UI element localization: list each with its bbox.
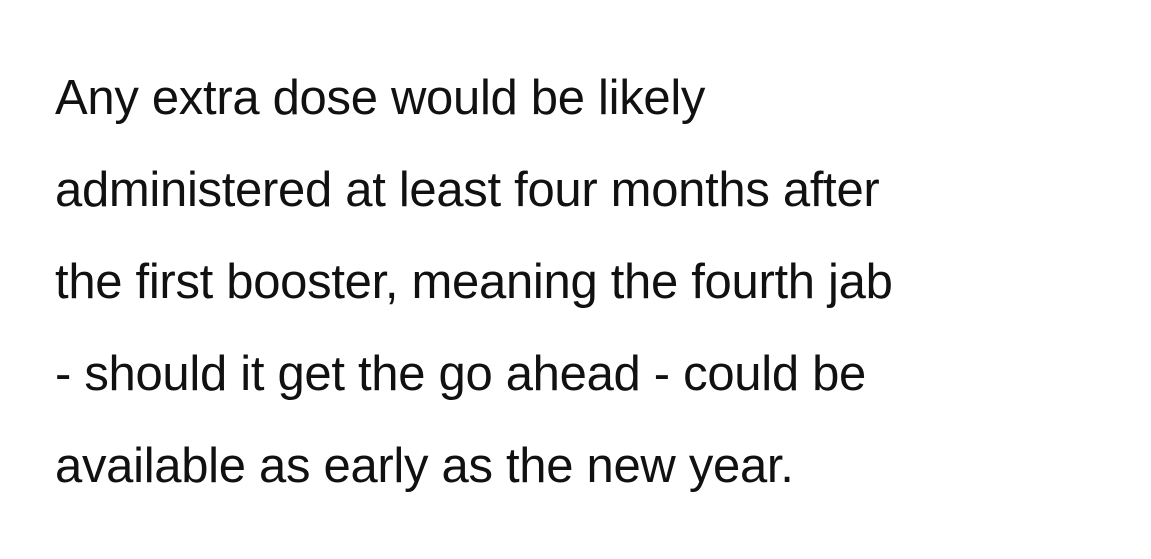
- paragraph-line-5: available as early as the new year.: [55, 439, 794, 493]
- article-paragraph: Any extra dose would be likely administe…: [55, 52, 1135, 512]
- paragraph-line-2: administered at least four months after: [55, 163, 880, 217]
- paragraph-line-3: the first booster, meaning the fourth ja…: [55, 255, 893, 309]
- paragraph-line-4: - should it get the go ahead - could be: [55, 347, 866, 401]
- paragraph-line-1: Any extra dose would be likely: [55, 71, 706, 125]
